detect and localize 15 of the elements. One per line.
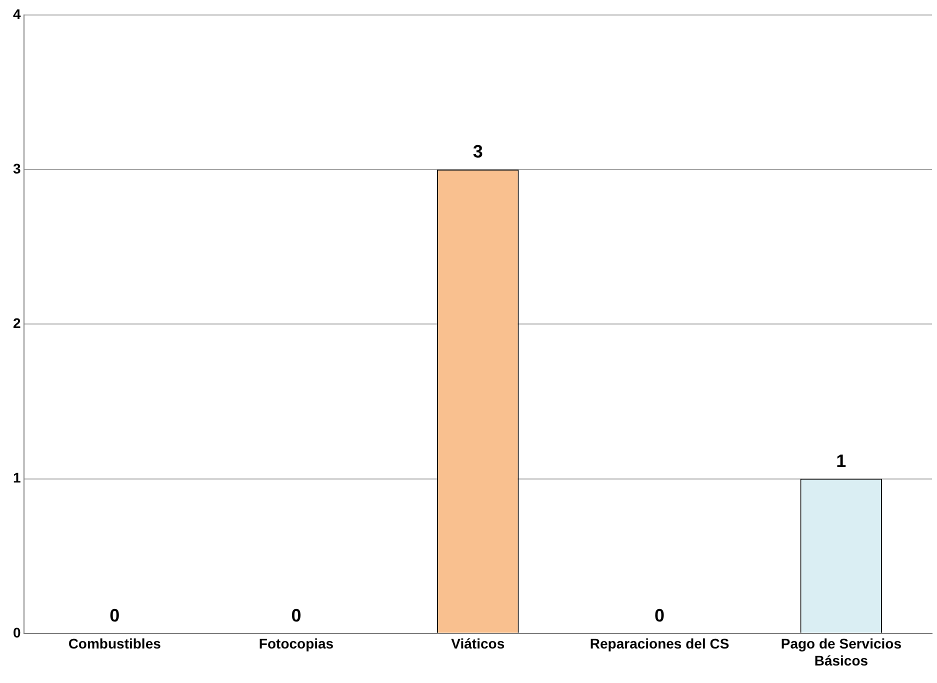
x-tick-label: Fotocopias [258,636,334,652]
data-label: 1 [836,450,846,471]
x-tick-label: Combustibles [68,636,162,652]
y-tick-label: 2 [12,315,21,332]
y-tick-label: 1 [12,470,21,486]
data-label: 0 [110,605,120,626]
data-label: 3 [472,142,483,162]
x-tick-label: Reparaciones del CS [590,636,730,652]
x-tick-label: Viáticos [451,636,505,652]
y-tick-label: 4 [12,6,21,22]
y-tick-label: 3 [12,160,21,176]
data-label: 0 [654,605,665,626]
y-tick-label: 0 [12,624,21,640]
x-tick-label: Pago de Servicios Básicos [780,636,902,668]
data-label: 0 [291,605,302,626]
